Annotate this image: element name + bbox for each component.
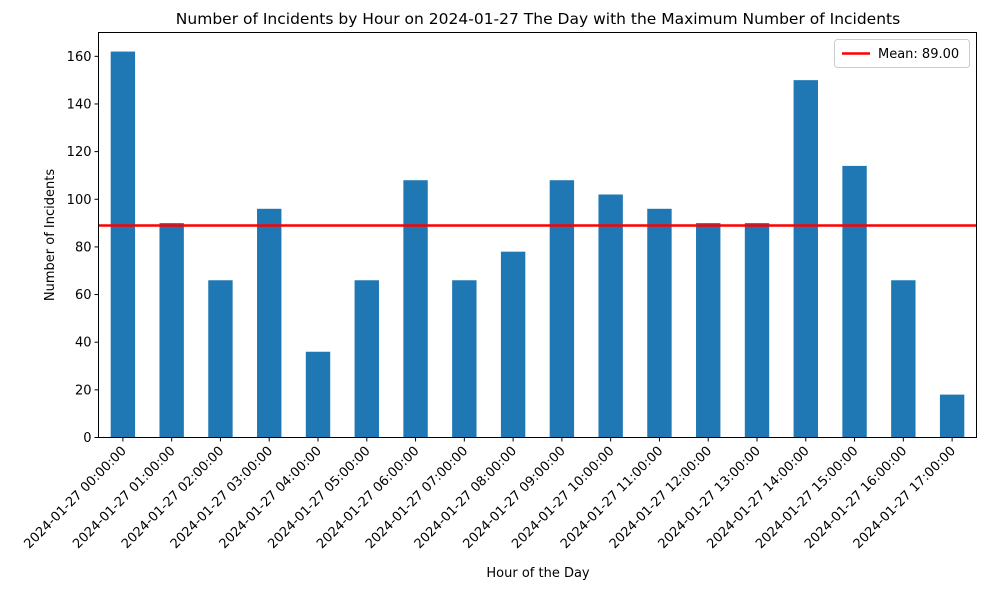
bar-10 xyxy=(598,194,623,438)
y-tick-label: 20 xyxy=(75,383,92,398)
y-tick-label: 100 xyxy=(67,193,92,208)
bar-15 xyxy=(842,165,867,438)
bar-16 xyxy=(891,280,916,438)
bar-9 xyxy=(549,180,575,438)
legend-box xyxy=(834,39,970,68)
x-tick-label: 2024-01-27 17:00:00 xyxy=(851,444,959,552)
bar-17 xyxy=(939,394,965,438)
y-tick-label: 40 xyxy=(75,336,92,351)
bar-12 xyxy=(696,223,721,438)
bar-13 xyxy=(744,223,770,438)
legend-label-mean: Mean: 89.00 xyxy=(878,47,959,62)
y-tick-label: 0 xyxy=(83,431,91,446)
y-tick-label: 120 xyxy=(67,145,92,160)
y-axis-label: Number of Incidents xyxy=(43,169,58,301)
bar-8 xyxy=(500,251,526,438)
y-tick-label: 80 xyxy=(75,240,92,255)
bar-7 xyxy=(452,280,477,438)
y-axis: 0 20 40 60 80 100 120 140 160 xyxy=(67,50,99,446)
legend: Mean: 89.00 xyxy=(834,39,970,68)
bar-11 xyxy=(647,208,672,438)
y-tick-label: 60 xyxy=(75,288,92,303)
chart-title: Number of Incidents by Hour on 2024-01-2… xyxy=(176,10,900,28)
bar-4 xyxy=(305,351,331,438)
bar-2 xyxy=(208,280,233,438)
bars-group xyxy=(110,51,965,438)
y-tick-label: 160 xyxy=(67,50,92,65)
bar-1 xyxy=(159,223,184,438)
x-axis-label: Hour of the Day xyxy=(486,566,590,581)
bar-6 xyxy=(403,180,428,438)
bar-5 xyxy=(354,280,379,438)
plot-frame xyxy=(98,32,977,438)
y-tick-label: 140 xyxy=(67,97,92,112)
bar-3 xyxy=(257,208,282,438)
bar-0 xyxy=(110,51,136,438)
bar-14 xyxy=(793,80,818,438)
